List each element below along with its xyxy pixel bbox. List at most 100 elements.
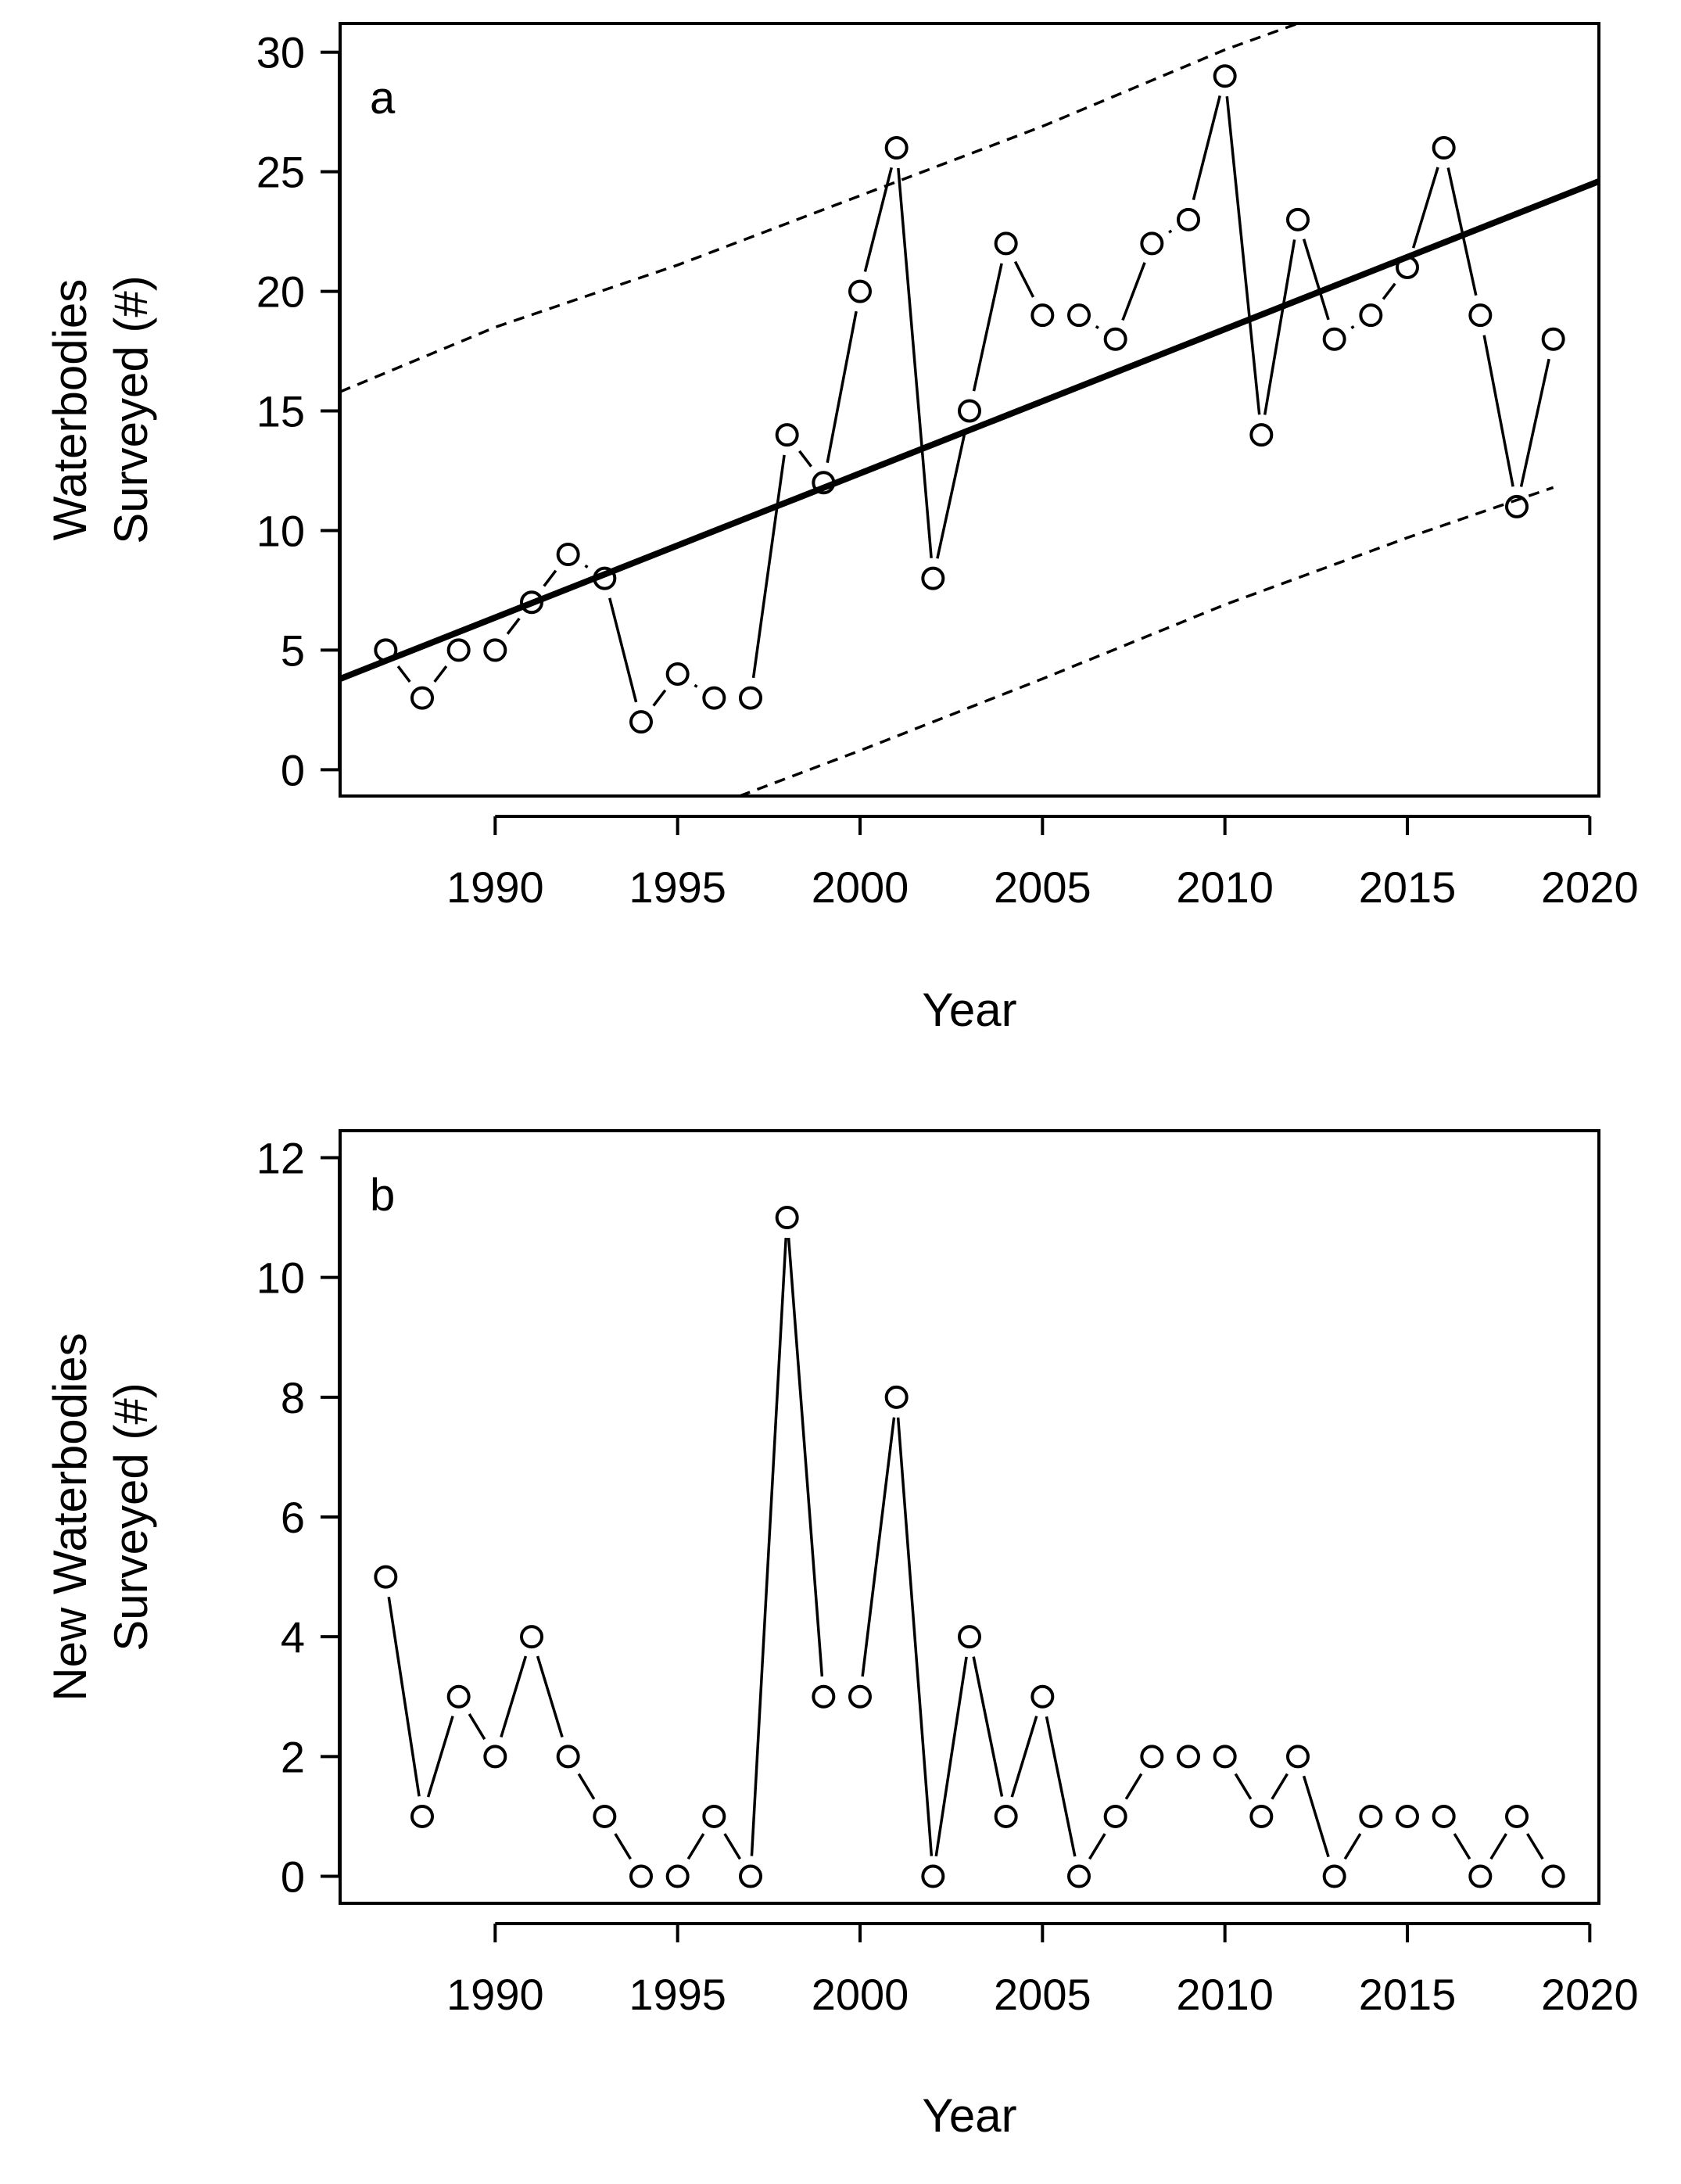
prediction-interval-group [340, 23, 1554, 796]
connector-segment [1234, 1773, 1253, 1800]
connector-segment [500, 1655, 528, 1738]
data-point [1103, 1804, 1127, 1828]
connector-segment [798, 450, 812, 468]
data-point [1140, 1745, 1164, 1769]
data-point [1249, 1804, 1274, 1828]
y-axis-title-line-1: Waterbodies [44, 279, 96, 541]
data-point [410, 686, 434, 710]
x-tick-label: 1995 [629, 862, 726, 912]
data-point [775, 423, 799, 447]
connector-segment [1382, 282, 1396, 300]
data-point [1067, 1864, 1091, 1888]
data-point [848, 279, 872, 303]
x-tick-label: 2015 [1359, 862, 1457, 912]
data-point [1213, 64, 1237, 88]
connector-segment [861, 1417, 896, 1677]
connector-segment [934, 1656, 968, 1857]
connector-segment [1088, 1833, 1106, 1860]
data-point [556, 1745, 580, 1769]
connector-segment [1124, 1773, 1143, 1800]
data-point [1067, 303, 1091, 328]
data-point [739, 1864, 762, 1888]
fit-line-group [340, 178, 1599, 682]
data-point [446, 638, 471, 662]
x-axis-title: Year [922, 2089, 1016, 2142]
data-point [812, 1684, 836, 1709]
connector-segment [614, 1833, 632, 1860]
connector-segment [577, 1773, 596, 1800]
trend-line [340, 178, 1599, 682]
connector-segment [396, 665, 411, 683]
connector-segment [1482, 335, 1514, 487]
y-tick-label: 30 [256, 28, 305, 77]
data-point [520, 590, 543, 615]
connector-group [396, 95, 1550, 707]
data-point [1505, 1804, 1529, 1828]
connector-segment [826, 310, 858, 464]
x-tick-label: 2005 [994, 1970, 1091, 2019]
data-point [1177, 1745, 1200, 1769]
data-point [1432, 1804, 1456, 1828]
axes-group: 1990 1995 2000 2005 2010 2015 2020 0 5 10 15 20 25 30 [256, 28, 1639, 912]
data-point [1505, 494, 1529, 518]
data-point [994, 1804, 1018, 1828]
data-point [483, 1745, 507, 1769]
connector-segment [1168, 229, 1173, 234]
data-point [1140, 231, 1164, 256]
y-tick-label: 12 [256, 1133, 305, 1182]
connector-segment [1225, 95, 1261, 415]
y-tick-label: 10 [256, 1253, 305, 1303]
connector-segment [1302, 238, 1330, 321]
connector-segment [1045, 1716, 1077, 1857]
y-axis-title-line-2: Surveyed (#) [105, 275, 157, 543]
data-point [374, 1565, 398, 1589]
connector-segment [1302, 1775, 1330, 1858]
data-point [1249, 423, 1274, 447]
connector-segment [896, 1417, 934, 1856]
connector-segment [1519, 358, 1550, 487]
data-point [994, 231, 1018, 256]
data-point [1286, 1745, 1310, 1769]
x-tick-label: 1990 [446, 862, 544, 912]
data-point [739, 686, 762, 710]
x-tick-label: 2020 [1541, 862, 1639, 912]
x-tick-label: 2000 [812, 862, 909, 912]
connector-segment [506, 617, 521, 635]
y-axis-title-line-2: Surveyed (#) [105, 1382, 157, 1651]
data-point [1177, 207, 1200, 231]
data-point [1541, 1864, 1565, 1888]
connector-segment [723, 1833, 741, 1860]
connector-segment [536, 1655, 564, 1738]
y-tick-label: 10 [256, 506, 305, 555]
data-point [1030, 1684, 1055, 1709]
connector-segment [936, 430, 967, 559]
connector-segment [1095, 325, 1099, 329]
connector-segment [897, 167, 933, 558]
connector-segment [787, 1237, 824, 1677]
connector-segment [972, 1656, 1004, 1797]
data-point [556, 543, 580, 567]
panel-a: 1990 1995 2000 2005 2010 2015 2020 0 5 10 15 20 25 30… [44, 22, 1639, 1036]
data-point [958, 399, 981, 423]
panel-label: b [370, 1170, 395, 1221]
data-point [520, 1625, 543, 1649]
connector-segment [1013, 260, 1035, 298]
data-point [848, 1684, 872, 1709]
data-point [702, 1804, 726, 1828]
y-tick-label: 6 [281, 1493, 305, 1542]
lower-prediction-interval-line [739, 486, 1554, 796]
data-point [593, 566, 617, 590]
connector-segment [652, 689, 667, 707]
data-point [921, 1864, 945, 1888]
y-tick-label: 5 [281, 626, 305, 675]
data-point [446, 1684, 471, 1709]
data-point [1322, 327, 1346, 351]
points-group [374, 1206, 1565, 1888]
data-point [1286, 207, 1310, 231]
connector-segment [543, 569, 557, 587]
data-point [1432, 136, 1456, 160]
y-tick-label: 2 [281, 1732, 305, 1781]
connector-segment [1350, 325, 1355, 329]
data-point [1322, 1864, 1346, 1888]
